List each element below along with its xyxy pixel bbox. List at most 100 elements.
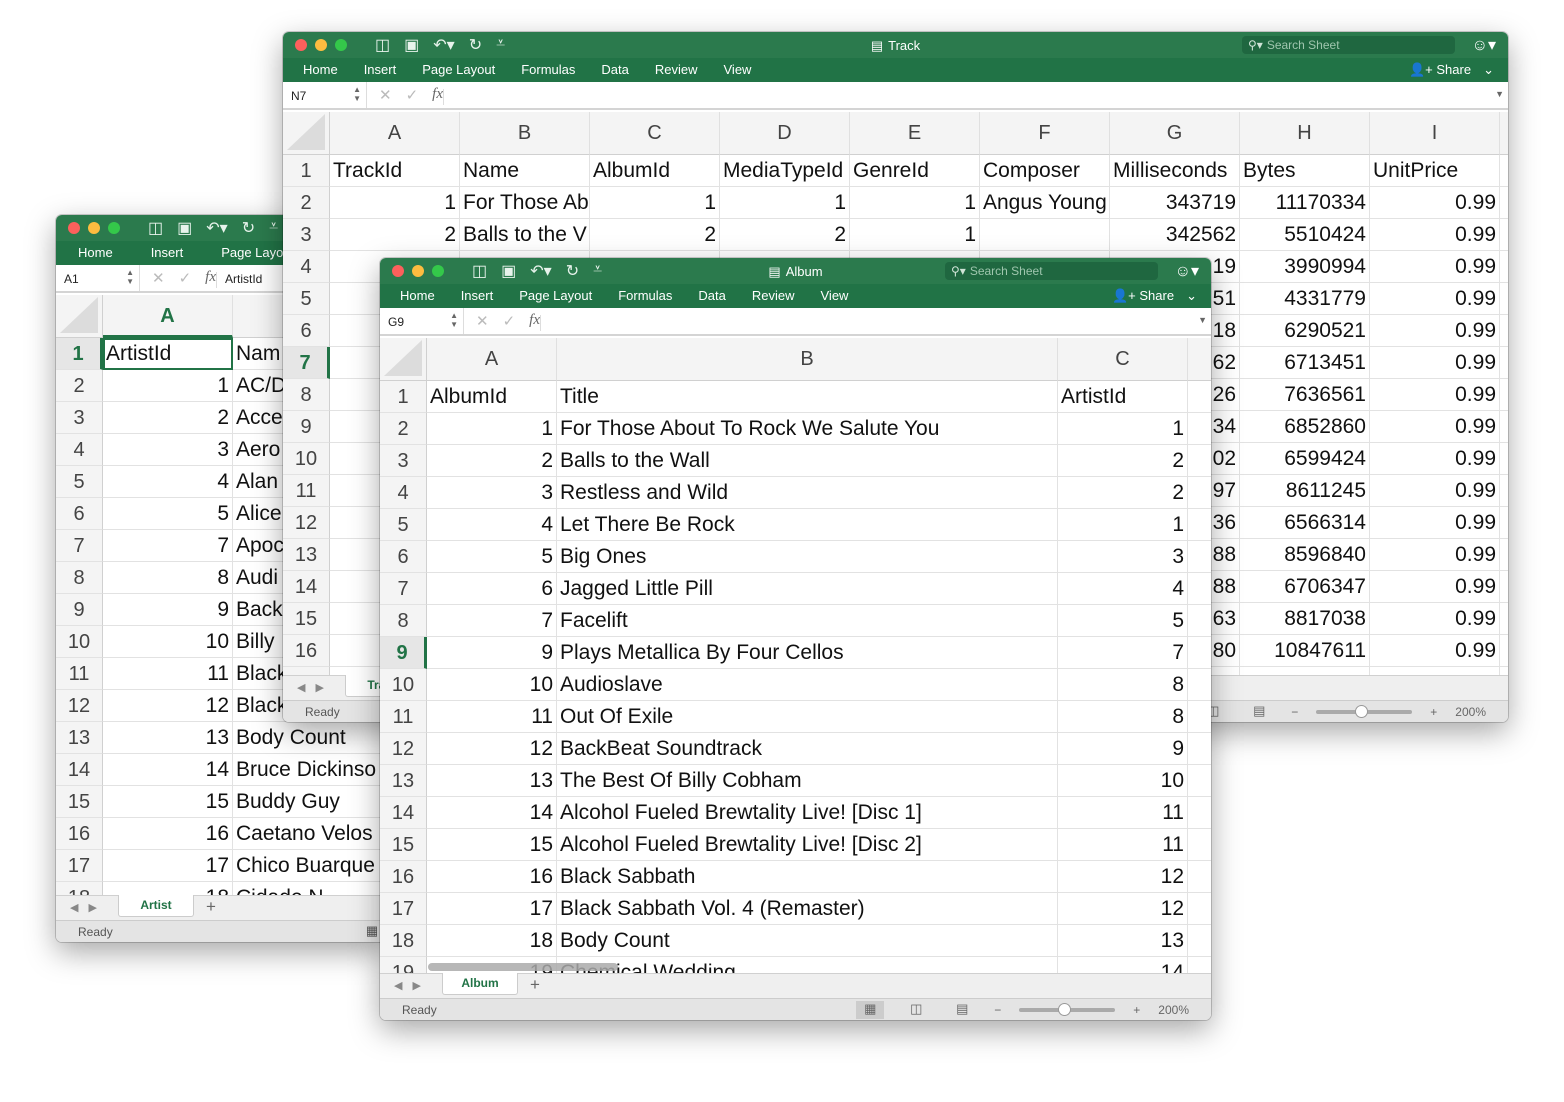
cell[interactable]: 0.99 [1370,315,1500,347]
cell[interactable]: 1 [103,370,233,402]
cell[interactable] [980,219,1110,251]
confirm-icon[interactable]: ✓ [178,270,192,287]
page-break-view-icon[interactable]: ▤ [956,1001,969,1016]
formula-input[interactable] [443,89,452,105]
zoom-slider-knob[interactable] [1058,1003,1072,1016]
cell[interactable]: 0.99 [1370,507,1500,539]
row-header[interactable]: 4 [56,434,103,466]
cell[interactable] [1370,667,1500,675]
row-header[interactable]: 9 [56,594,103,626]
zoom-button[interactable] [108,222,120,234]
row-header[interactable]: 2 [380,413,427,445]
share-button[interactable]: 👤+ Share ⌄ [1112,288,1197,304]
cell[interactable]: AlbumId [427,381,557,413]
zoom-button[interactable] [432,265,444,277]
undo-icon[interactable]: ↶▾ [530,263,552,280]
search-sheet-input[interactable]: ⚲▾ Search Sheet [1242,36,1455,54]
row-header[interactable]: 2 [283,187,330,219]
add-sheet-icon[interactable]: + [206,897,216,916]
sheet-nav-arrows-icon[interactable]: ◀▶ [70,902,107,914]
row-header[interactable]: 1 [283,155,330,187]
cell[interactable]: Restless and Wild [557,477,1058,509]
cell[interactable]: UnitPrice [1370,155,1500,187]
save-icon[interactable]: ▣ [501,263,517,280]
cell[interactable]: 9 [1058,733,1188,765]
cell[interactable]: Bruce Dickinso [233,754,383,786]
cell[interactable] [1500,667,1508,675]
cell[interactable]: 2 [1058,477,1188,509]
tab-page-layout[interactable]: Page Layout [221,245,295,260]
column-header[interactable]: H [1240,112,1370,155]
row-header[interactable]: 13 [283,539,330,571]
cell[interactable]: Chemical Wedding [557,957,1058,973]
cell[interactable]: 0.99 [1370,635,1500,667]
cell[interactable]: 13 [1058,925,1188,957]
row-header[interactable]: 16 [283,635,330,667]
undo-icon[interactable]: ↶▾ [206,220,228,237]
cell[interactable]: 12 [1058,893,1188,925]
row-header[interactable]: 15 [283,603,330,635]
cell[interactable]: 1 [330,187,460,219]
column-header[interactable] [1188,338,1211,381]
cell[interactable]: 10 [1058,765,1188,797]
row-header[interactable]: 6 [380,541,427,573]
cell[interactable]: 1 [427,413,557,445]
cell[interactable]: 2 [330,219,460,251]
zoom-out-icon[interactable]: − [994,1003,1002,1017]
column-header[interactable]: I [1370,112,1500,155]
cell[interactable]: Plays Metallica By Four Cellos [557,637,1058,669]
cell[interactable]: Let There Be Rock [557,509,1058,541]
cell[interactable]: 1 [720,187,850,219]
tab-insert[interactable]: Insert [363,62,397,77]
row-header[interactable]: 6 [56,498,103,530]
cell[interactable]: 0.99 [1370,379,1500,411]
cell[interactable]: For Those About To Rock We Salute You [557,413,1058,445]
tab-insert[interactable]: Insert [150,245,184,260]
cell[interactable]: 3 [103,434,233,466]
cell[interactable]: AlbumId [590,155,720,187]
cell[interactable] [1240,667,1370,675]
row-header[interactable]: 2 [56,370,103,402]
cell[interactable] [1500,219,1508,251]
cell[interactable]: 343719 [1110,187,1240,219]
column-header[interactable]: D [720,112,850,155]
close-button[interactable] [68,222,80,234]
cell[interactable]: 0.99 [1370,187,1500,219]
cell[interactable] [1188,861,1211,893]
row-header[interactable]: 10 [380,669,427,701]
cell[interactable]: 0.99 [1370,571,1500,603]
insert-function-icon[interactable]: fx [529,312,540,328]
name-box-stepper-icon[interactable]: ▲ ▼ [450,311,458,329]
cell[interactable]: 14 [103,754,233,786]
cell[interactable]: Big Ones [557,541,1058,573]
share-button[interactable]: 👤+ Share ⌄ [1409,62,1494,78]
cell[interactable]: 0.99 [1370,539,1500,571]
cell[interactable]: 16 [103,818,233,850]
row-header[interactable]: 1 [56,338,103,370]
cell[interactable]: 6566314 [1240,507,1370,539]
select-all-button[interactable] [283,112,330,155]
row-header[interactable]: 15 [56,786,103,818]
cell[interactable]: ArtistId [103,338,233,370]
cell[interactable]: 0.99 [1370,251,1500,283]
cell[interactable]: 14 [1058,957,1188,973]
cell[interactable]: Facelift [557,605,1058,637]
cell[interactable]: 16 [427,861,557,893]
expand-formula-icon[interactable]: ▼ [1198,315,1207,325]
cell[interactable]: Out Of Exile [557,701,1058,733]
row-header[interactable]: 19 [380,957,427,973]
minimize-button[interactable] [412,265,424,277]
cell[interactable]: TrackId [330,155,460,187]
row-header[interactable]: 12 [380,733,427,765]
cell[interactable]: 0.99 [1370,347,1500,379]
cell[interactable]: 6713451 [1240,347,1370,379]
cell[interactable]: 5 [427,541,557,573]
cell[interactable]: 10 [427,669,557,701]
row-header[interactable]: 7 [56,530,103,562]
tab-formulas[interactable]: Formulas [618,288,673,303]
redo-icon[interactable]: ↻ [468,37,483,54]
sheet-nav-arrows-icon[interactable]: ◀▶ [394,980,431,992]
select-all-button[interactable] [380,338,427,381]
column-header[interactable]: C [590,112,720,155]
cell[interactable]: Chico Buarque [233,850,383,882]
